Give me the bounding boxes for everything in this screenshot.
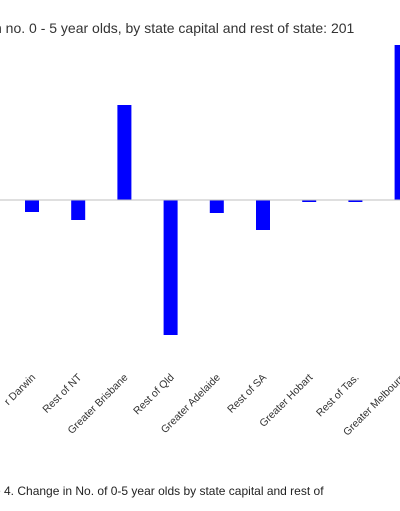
category-label-0: r Darwin bbox=[2, 372, 38, 408]
bar-series bbox=[25, 45, 400, 335]
bar-0 bbox=[25, 200, 39, 212]
bar-4 bbox=[209, 200, 224, 213]
bar-1 bbox=[71, 200, 86, 220]
chart-title: n no. 0 - 5 year olds, by state capital … bbox=[0, 20, 355, 36]
figure-caption: e 4. Change in No. of 0-5 year olds by s… bbox=[0, 484, 324, 498]
bar-8 bbox=[394, 45, 400, 200]
bar-2 bbox=[117, 105, 132, 200]
bar-6 bbox=[302, 200, 317, 202]
bar-3 bbox=[163, 200, 178, 335]
category-label-1: Rest of NT bbox=[40, 371, 84, 415]
bar-5 bbox=[256, 200, 270, 230]
bar-7 bbox=[348, 200, 363, 202]
category-label-5: Rest of SA bbox=[225, 372, 269, 416]
category-label-7: Rest of Tas. bbox=[314, 372, 362, 420]
category-label-3: Rest of Qld bbox=[131, 372, 177, 418]
